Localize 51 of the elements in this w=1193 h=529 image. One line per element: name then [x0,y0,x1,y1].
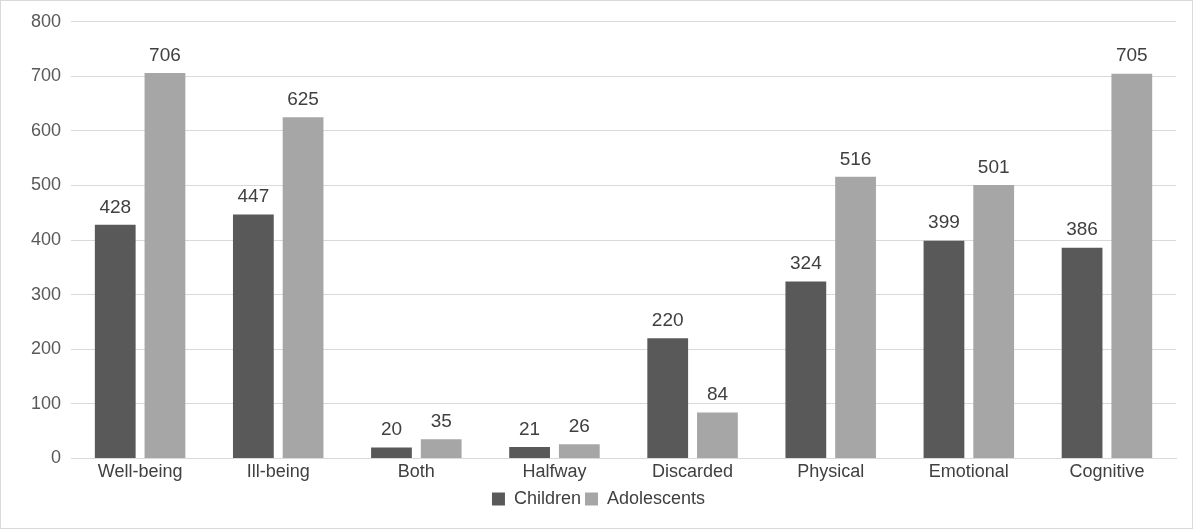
data-label: 26 [568,414,590,436]
bar [835,176,876,458]
data-label: 399 [928,211,960,233]
bar [923,240,965,458]
data-label: 625 [287,88,319,110]
x-tick-label: Emotional [928,461,1009,482]
bar [144,73,186,458]
bar [1061,247,1103,458]
bar [647,338,689,458]
x-tick-label: Halfway [522,461,587,482]
bar [785,281,827,458]
bar [697,412,738,458]
bar [973,184,1015,458]
bar [509,446,550,458]
y-tick-label: 500 [30,174,62,195]
x-tick-label: Discarded [652,461,734,482]
bar [371,447,412,458]
data-label: 706 [149,43,181,65]
y-tick-label: 100 [30,392,62,413]
legend-label: Adolescents [606,487,706,508]
y-tick-label: 600 [30,119,62,140]
data-label: 84 [706,383,729,405]
data-label: 386 [1066,218,1098,240]
x-tick-label: Ill-being [246,461,310,482]
x-tick-label: Well-being [97,461,183,482]
y-tick-label: 400 [30,229,62,250]
data-label: 35 [430,410,452,432]
bar [94,224,136,458]
bar [232,214,274,458]
data-label: 20 [380,418,403,440]
y-tick-label: 200 [30,338,62,359]
bar [420,439,462,458]
y-tick-label: 0 [51,447,62,468]
data-label: 428 [99,195,132,217]
bar [558,444,600,458]
y-tick-label: 700 [30,65,62,86]
bar [282,117,324,458]
data-label: 447 [237,185,270,207]
data-label: 501 [977,155,1010,177]
bar [1111,73,1153,458]
data-label: 705 [1115,44,1148,66]
x-tick-label: Physical [797,461,865,482]
legend-label: Children [513,487,581,508]
data-label: 324 [789,252,823,274]
data-label: 516 [839,147,872,169]
x-tick-label: Cognitive [1069,461,1145,482]
data-label: 220 [651,309,684,331]
y-tick-label: 800 [30,10,62,31]
data-label: 21 [519,417,541,439]
x-tick-label: Both [397,461,435,482]
y-tick-label: 300 [30,283,62,304]
